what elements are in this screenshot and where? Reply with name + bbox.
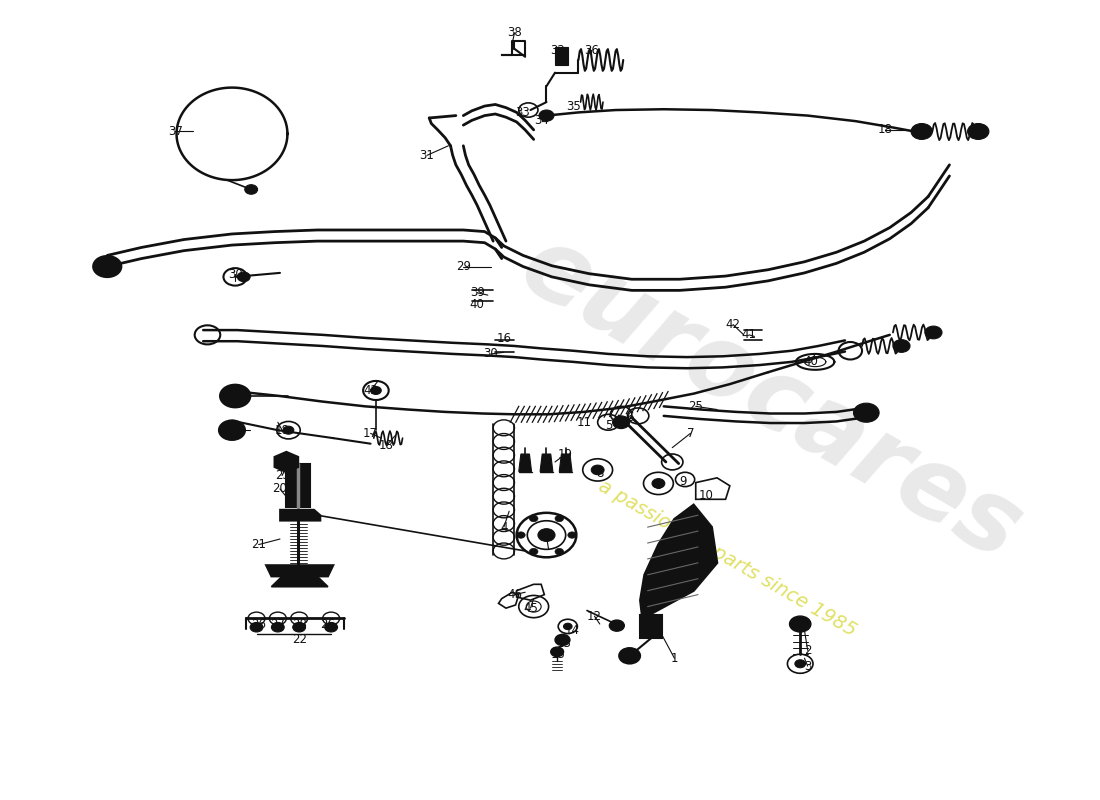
Circle shape — [517, 532, 525, 538]
Text: 17: 17 — [363, 427, 378, 440]
Text: 29: 29 — [455, 260, 471, 273]
Circle shape — [893, 340, 910, 352]
Text: 21: 21 — [251, 538, 266, 551]
Text: 18: 18 — [275, 424, 289, 437]
Text: 10: 10 — [698, 489, 714, 502]
Bar — [286, 463, 310, 507]
Text: 18: 18 — [878, 123, 893, 136]
Text: 19: 19 — [558, 447, 573, 461]
Text: 18: 18 — [379, 438, 394, 452]
Circle shape — [293, 622, 306, 632]
Circle shape — [619, 648, 640, 664]
Text: 26: 26 — [251, 618, 266, 630]
Polygon shape — [272, 576, 328, 586]
Circle shape — [324, 622, 338, 632]
Circle shape — [250, 622, 263, 632]
Text: 41: 41 — [741, 328, 757, 342]
Text: 39: 39 — [470, 286, 485, 299]
Circle shape — [652, 478, 664, 488]
Text: 2: 2 — [804, 644, 812, 657]
Polygon shape — [640, 505, 717, 618]
Text: 23: 23 — [275, 469, 289, 482]
Text: 25: 25 — [689, 400, 703, 413]
Text: 46: 46 — [507, 588, 522, 601]
Circle shape — [220, 385, 250, 407]
Text: 30: 30 — [228, 268, 243, 281]
Text: 15: 15 — [551, 648, 565, 661]
Circle shape — [609, 620, 625, 631]
Text: 35: 35 — [565, 99, 581, 113]
Circle shape — [563, 623, 572, 630]
Text: 26: 26 — [320, 618, 336, 630]
Circle shape — [613, 416, 629, 429]
Polygon shape — [280, 510, 320, 521]
Polygon shape — [640, 614, 661, 638]
Text: 28: 28 — [292, 618, 307, 630]
Circle shape — [795, 660, 805, 668]
Text: 7: 7 — [686, 427, 694, 440]
Circle shape — [592, 465, 604, 474]
Circle shape — [238, 272, 250, 282]
Circle shape — [539, 110, 554, 121]
Circle shape — [854, 403, 879, 422]
Text: 4: 4 — [500, 521, 507, 534]
Text: 13: 13 — [558, 638, 572, 650]
Circle shape — [245, 185, 257, 194]
Circle shape — [556, 634, 570, 646]
Circle shape — [283, 426, 294, 434]
Text: a passion for parts since 1985: a passion for parts since 1985 — [595, 477, 860, 641]
Circle shape — [94, 256, 121, 277]
Polygon shape — [274, 452, 298, 472]
Circle shape — [925, 326, 942, 339]
Circle shape — [790, 616, 811, 632]
Circle shape — [556, 515, 563, 522]
Polygon shape — [540, 454, 553, 471]
Circle shape — [568, 532, 576, 538]
Bar — [556, 47, 568, 65]
Text: 8: 8 — [654, 478, 662, 491]
Circle shape — [529, 515, 538, 522]
Circle shape — [371, 386, 382, 394]
Polygon shape — [559, 454, 572, 471]
Circle shape — [529, 548, 538, 554]
Text: 45: 45 — [524, 602, 538, 614]
Circle shape — [556, 548, 563, 554]
Text: 16: 16 — [496, 331, 512, 345]
Text: 30: 30 — [484, 347, 498, 361]
Circle shape — [911, 123, 933, 139]
Polygon shape — [266, 566, 333, 576]
Text: 40: 40 — [470, 298, 485, 311]
Text: 27: 27 — [271, 618, 285, 630]
Circle shape — [968, 123, 989, 139]
Text: 40: 40 — [803, 355, 818, 368]
Text: 6: 6 — [626, 411, 634, 424]
Text: 43: 43 — [219, 424, 234, 437]
Text: 36: 36 — [584, 44, 598, 57]
Text: 34: 34 — [534, 114, 549, 127]
Text: 5: 5 — [605, 419, 612, 432]
Text: 1: 1 — [671, 652, 679, 665]
Text: 37: 37 — [168, 125, 183, 138]
Text: 38: 38 — [507, 26, 521, 39]
Text: 12: 12 — [587, 610, 602, 622]
Text: 44: 44 — [539, 530, 554, 543]
Text: 3: 3 — [804, 660, 812, 673]
Text: 22: 22 — [292, 634, 307, 646]
Text: 14: 14 — [564, 624, 580, 637]
Text: 33: 33 — [516, 106, 530, 119]
Text: 20: 20 — [273, 482, 287, 495]
Circle shape — [538, 529, 556, 542]
Text: 42: 42 — [726, 318, 740, 331]
Text: 9: 9 — [679, 474, 686, 487]
Text: 11: 11 — [576, 416, 592, 429]
Circle shape — [551, 647, 563, 657]
Text: eurocares: eurocares — [504, 218, 1037, 582]
Text: 32: 32 — [550, 44, 564, 57]
Text: 8: 8 — [596, 466, 604, 479]
Polygon shape — [519, 454, 531, 471]
Circle shape — [219, 421, 245, 440]
Circle shape — [272, 622, 284, 632]
Text: 42: 42 — [363, 384, 378, 397]
Text: 31: 31 — [419, 149, 435, 162]
